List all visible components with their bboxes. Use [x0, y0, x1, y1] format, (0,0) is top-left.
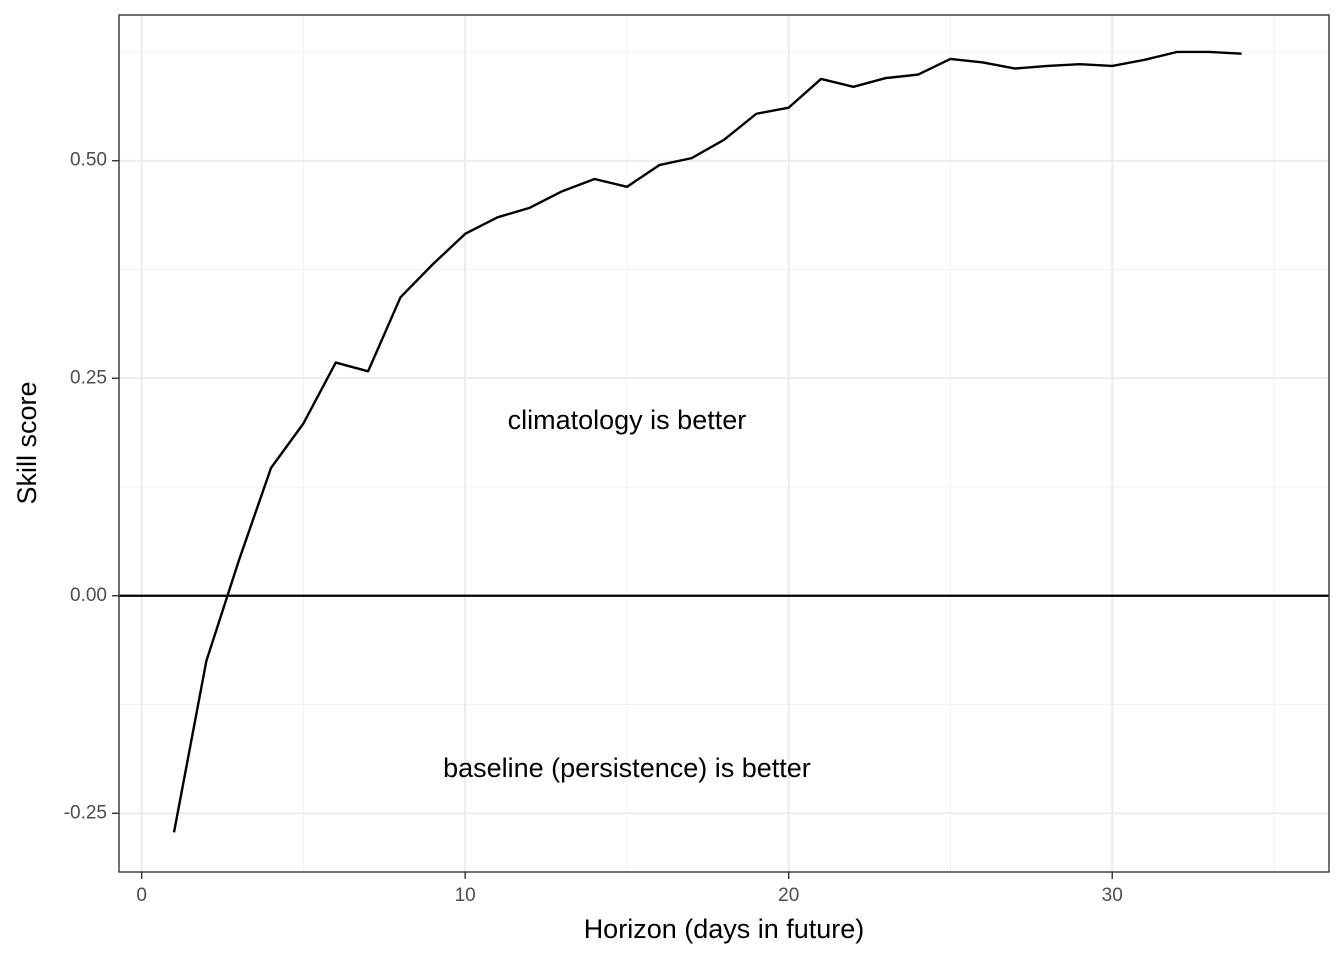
data-point [1012, 66, 1018, 72]
data-point [462, 231, 468, 237]
data-point [947, 56, 953, 62]
data-point [592, 176, 598, 182]
x-tick-label: 10 [455, 885, 476, 906]
y-tick-label: 0.50 [70, 150, 107, 171]
x-tick-label: 0 [136, 885, 147, 906]
x-tick-label: 20 [778, 885, 799, 906]
data-point [721, 137, 727, 143]
data-point [883, 75, 889, 81]
plot-border [118, 14, 1330, 873]
annotations: climatology is better baseline (persisten… [443, 405, 811, 783]
data-point [559, 188, 565, 194]
data-point [430, 261, 436, 267]
data-point [397, 294, 403, 300]
x-axis-ticks: 0 10 20 30 [136, 872, 1123, 906]
y-axis-title: Skill score [12, 381, 42, 504]
data-point [1206, 49, 1212, 55]
annotation-label: climatology is better [508, 405, 747, 435]
x-tick-label: 30 [1102, 885, 1123, 906]
y-axis-ticks: -0.25 0.00 0.25 0.50 [64, 150, 119, 823]
data-point [786, 105, 792, 111]
data-point [980, 59, 986, 65]
data-point [300, 420, 306, 426]
plot-background [119, 15, 1329, 872]
data-point [753, 111, 759, 117]
data-point [1109, 63, 1115, 69]
x-axis-title: Horizon (days in future) [584, 914, 865, 944]
data-point [818, 76, 824, 82]
y-tick-label: 0.00 [70, 585, 107, 606]
data-point [203, 658, 209, 664]
minor-gridlines [119, 15, 1329, 872]
y-tick-label: 0.25 [70, 367, 107, 388]
data-point [1045, 63, 1051, 69]
data-point [1239, 51, 1245, 57]
data-point [656, 162, 662, 168]
data-point [1142, 57, 1148, 63]
data-point [495, 214, 501, 220]
data-point [171, 829, 177, 835]
data-point [333, 360, 339, 366]
y-tick-label: -0.25 [64, 802, 107, 823]
data-point [365, 368, 371, 374]
data-point [915, 72, 921, 78]
data-point [1174, 49, 1180, 55]
data-point [850, 84, 856, 90]
data-point [236, 558, 242, 564]
annotation-label: baseline (persistence) is better [443, 753, 811, 783]
data-point [689, 155, 695, 161]
data-point [1077, 61, 1083, 67]
data-point [624, 184, 630, 190]
data-point [268, 465, 274, 471]
data-point [527, 205, 533, 211]
skill-score-line [172, 50, 1242, 833]
